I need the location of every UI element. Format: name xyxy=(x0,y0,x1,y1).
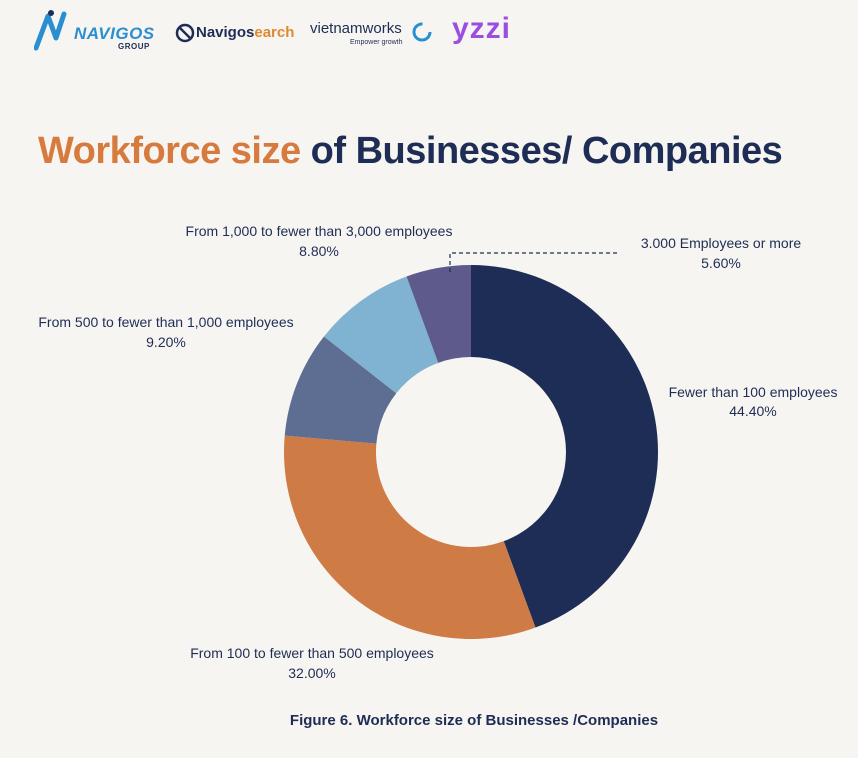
donut-slice-4 xyxy=(406,265,471,363)
navigos-group-logo: NAVIGOS GROUP xyxy=(34,8,164,54)
label-value-3: 8.80% xyxy=(299,243,339,259)
donut-slice-2 xyxy=(284,336,397,444)
title-accent: Workforce size xyxy=(38,130,301,172)
navigos-search-logo-part2: earch xyxy=(254,24,295,41)
yuzi-logo-text: yzzi xyxy=(452,12,512,45)
vietnamworks-logo: vietnamworks Empower growth xyxy=(310,18,440,48)
navigos-search-logo: Navigosearch xyxy=(174,20,304,46)
label-value-4: 5.60% xyxy=(701,255,741,271)
donut-slice-0 xyxy=(471,265,659,628)
page-title: Workforce size of Businesses/ Companies xyxy=(38,130,783,173)
donut-slice-1 xyxy=(284,435,536,639)
label-value-2: 9.20% xyxy=(146,334,186,350)
label-value-1: 32.00% xyxy=(288,665,335,681)
label-value-0: 44.40% xyxy=(729,403,776,419)
figure-caption: Figure 6. Workforce size of Businesses /… xyxy=(289,712,659,729)
yuzi-logo: yzzi xyxy=(452,12,532,52)
donut-slice-3 xyxy=(323,276,439,394)
vietnamworks-ring-icon xyxy=(412,22,432,42)
navigos-logo-text: NAVIGOS xyxy=(74,24,155,43)
navigos-n-icon xyxy=(34,10,67,51)
navigos-search-logo-part1: Navigos xyxy=(196,24,255,41)
vietnamworks-tagline: Empower growth xyxy=(350,39,403,46)
navigos-search-logo-text: Navigosearch xyxy=(196,24,294,41)
donut-slices xyxy=(284,265,659,639)
label-category-0: Fewer than 100 employees xyxy=(669,384,838,400)
label-category-3: From 1,000 to fewer than 3,000 employees xyxy=(186,223,453,239)
label-category-1: From 100 to fewer than 500 employees xyxy=(190,645,434,661)
title-rest: of Businesses/ Companies xyxy=(300,130,783,172)
vietnamworks-logo-text: vietnamworks xyxy=(310,20,402,37)
navigos-search-icon xyxy=(175,23,195,43)
navigos-logo-subtext: GROUP xyxy=(118,42,150,51)
label-category-4: 3.000 Employees or more xyxy=(641,235,802,251)
label-category-2: From 500 to fewer than 1,000 employees xyxy=(38,314,293,330)
logo-bar: NAVIGOS GROUP Navigosearch vietnamworks … xyxy=(34,8,554,56)
